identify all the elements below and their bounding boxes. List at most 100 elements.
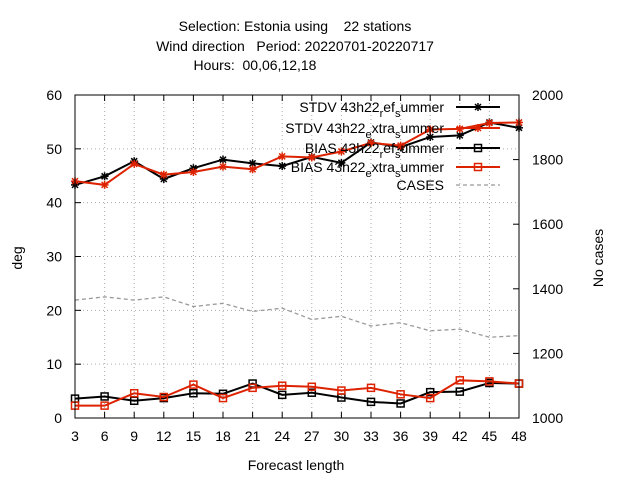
data-point: [425, 387, 435, 397]
x-tick-label: 6: [101, 428, 109, 444]
legend-label: STDV 43h22extrasummer: [285, 120, 444, 141]
data-point: [307, 153, 316, 162]
legend-label-part: s: [395, 129, 401, 141]
legend-marker: [473, 143, 483, 153]
x-tick-label: 48: [511, 428, 527, 444]
legend-marker: [474, 124, 482, 132]
x-tick-label: 15: [186, 428, 202, 444]
legend-label: BIAS 43h22refsummer: [305, 140, 444, 161]
legend-label-part: ummer: [400, 159, 444, 175]
data-point: [219, 155, 227, 164]
axis-ticks: 3 6 9 12 15 18 21 24 27 30 33 36 39 42 45 4801020304050…: [46, 87, 563, 444]
x-tick-label: 21: [245, 428, 261, 444]
chart-title-line-3: Hours: 00,06,12,18: [194, 57, 317, 73]
y2-tick-label: 1200: [532, 345, 563, 361]
y-axis-label: deg: [9, 246, 25, 269]
data-point: [218, 393, 228, 403]
x-tick-label: 33: [363, 428, 379, 444]
data-point: [100, 401, 109, 410]
x-tick-label: 36: [393, 428, 409, 444]
y2-tick-label: 1000: [532, 410, 563, 426]
data-point: [455, 131, 464, 140]
data-point: [248, 383, 257, 393]
legend-label: STDV 43h22refsummer: [299, 99, 444, 120]
y2-axis-label: No cases: [590, 229, 606, 287]
legend-label-part: ef: [383, 140, 395, 156]
data-point: [307, 388, 317, 397]
data-point: [159, 392, 169, 402]
legend-label: BIAS 43h22extrasummer: [291, 159, 445, 180]
data-point: [485, 118, 494, 127]
legend-marker: [474, 103, 482, 111]
y2-tick-label: 1800: [532, 152, 563, 168]
x-tick-label: 3: [71, 428, 79, 444]
x-axis-label: Forecast length: [248, 457, 345, 473]
series-line: [74, 382, 520, 405]
y-tick-label: 60: [46, 87, 62, 103]
legend-label-part: ummer: [400, 99, 444, 115]
y2-tick-label: 2000: [532, 87, 563, 103]
legend-label-part: STDV 43h22: [285, 120, 365, 136]
legend-label-part: ummer: [400, 140, 444, 156]
data-point: [100, 392, 109, 401]
data-point: [159, 170, 168, 179]
chart-title: Selection: Estonia using 22 stations Win…: [156, 18, 434, 73]
data-point: [129, 388, 139, 398]
legend-label: CASES: [397, 177, 444, 193]
legend-label-part: BIAS 43h22: [291, 159, 366, 175]
y2-tick-label: 1400: [532, 281, 563, 297]
x-tick-label: 9: [130, 428, 138, 444]
x-tick-label: 30: [334, 428, 350, 444]
x-tick-label: 42: [452, 428, 468, 444]
grid-lines: [75, 95, 519, 418]
legend-label-part: s: [395, 108, 401, 120]
data-point: [426, 125, 435, 134]
y-tick-label: 0: [54, 410, 62, 426]
legend-label-part: BIAS 43h22: [305, 140, 380, 156]
data-point: [396, 390, 405, 399]
data-point: [337, 386, 346, 395]
data-point: [426, 132, 435, 141]
series-line: [74, 296, 520, 338]
y-tick-label: 10: [46, 356, 62, 372]
series-layer: [70, 118, 524, 410]
legend-label-part: ummer: [400, 120, 444, 136]
x-tick-label: 39: [422, 428, 438, 444]
legend-label-part: s: [395, 149, 401, 161]
y-tick-label: 20: [46, 302, 62, 318]
x-tick-label: 18: [215, 428, 231, 444]
data-point: [337, 158, 346, 167]
data-point: [100, 172, 109, 181]
data-point: [455, 376, 465, 385]
legend-label-part: xtra: [372, 159, 396, 175]
data-point: [337, 147, 346, 156]
legend-label-part: r: [380, 108, 384, 120]
legend-label-part: r: [380, 149, 384, 161]
data-point: [189, 167, 198, 176]
data-point: [248, 159, 257, 168]
data-point: [396, 399, 405, 408]
data-point: [367, 138, 375, 147]
x-tick-label: 12: [156, 428, 172, 444]
data-point: [130, 159, 139, 168]
data-point: [277, 381, 287, 390]
x-tick-label: 27: [304, 428, 320, 444]
data-point: [485, 377, 494, 386]
chart-title-line-2: Wind direction Period: 20220701-20220717: [156, 38, 434, 54]
data-point: [100, 180, 109, 189]
x-tick-label: 24: [274, 428, 290, 444]
series-line: [74, 121, 520, 186]
data-point: [189, 380, 198, 389]
legend-label-part: s: [395, 168, 401, 180]
legend-label-part: ef: [383, 99, 395, 115]
data-point: [307, 382, 317, 392]
legend-marker: [473, 162, 483, 172]
legend-label-part: xtra: [372, 120, 396, 136]
data-point: [219, 162, 227, 171]
y2-tick-label: 1600: [532, 216, 563, 232]
data-point: [366, 397, 376, 407]
legend-label-part: STDV 43h22: [299, 99, 379, 115]
legend-label-part: e: [365, 168, 371, 180]
